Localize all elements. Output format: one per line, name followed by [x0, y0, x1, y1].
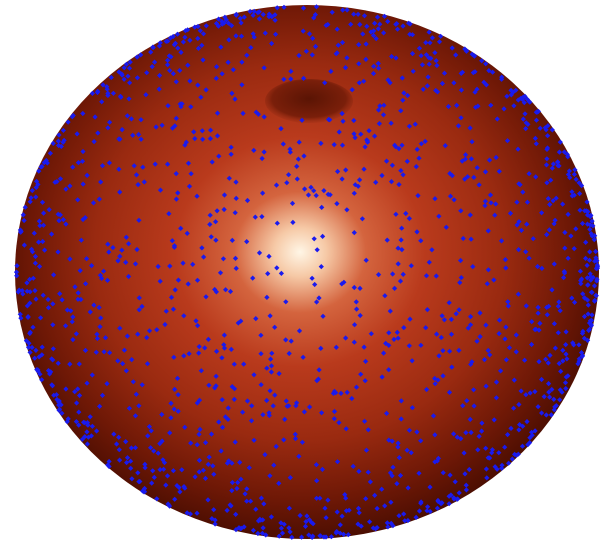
render-view: [0, 0, 602, 542]
page: (() => { const g = document.getElementBy…: [0, 0, 602, 542]
dimple: [265, 79, 353, 123]
